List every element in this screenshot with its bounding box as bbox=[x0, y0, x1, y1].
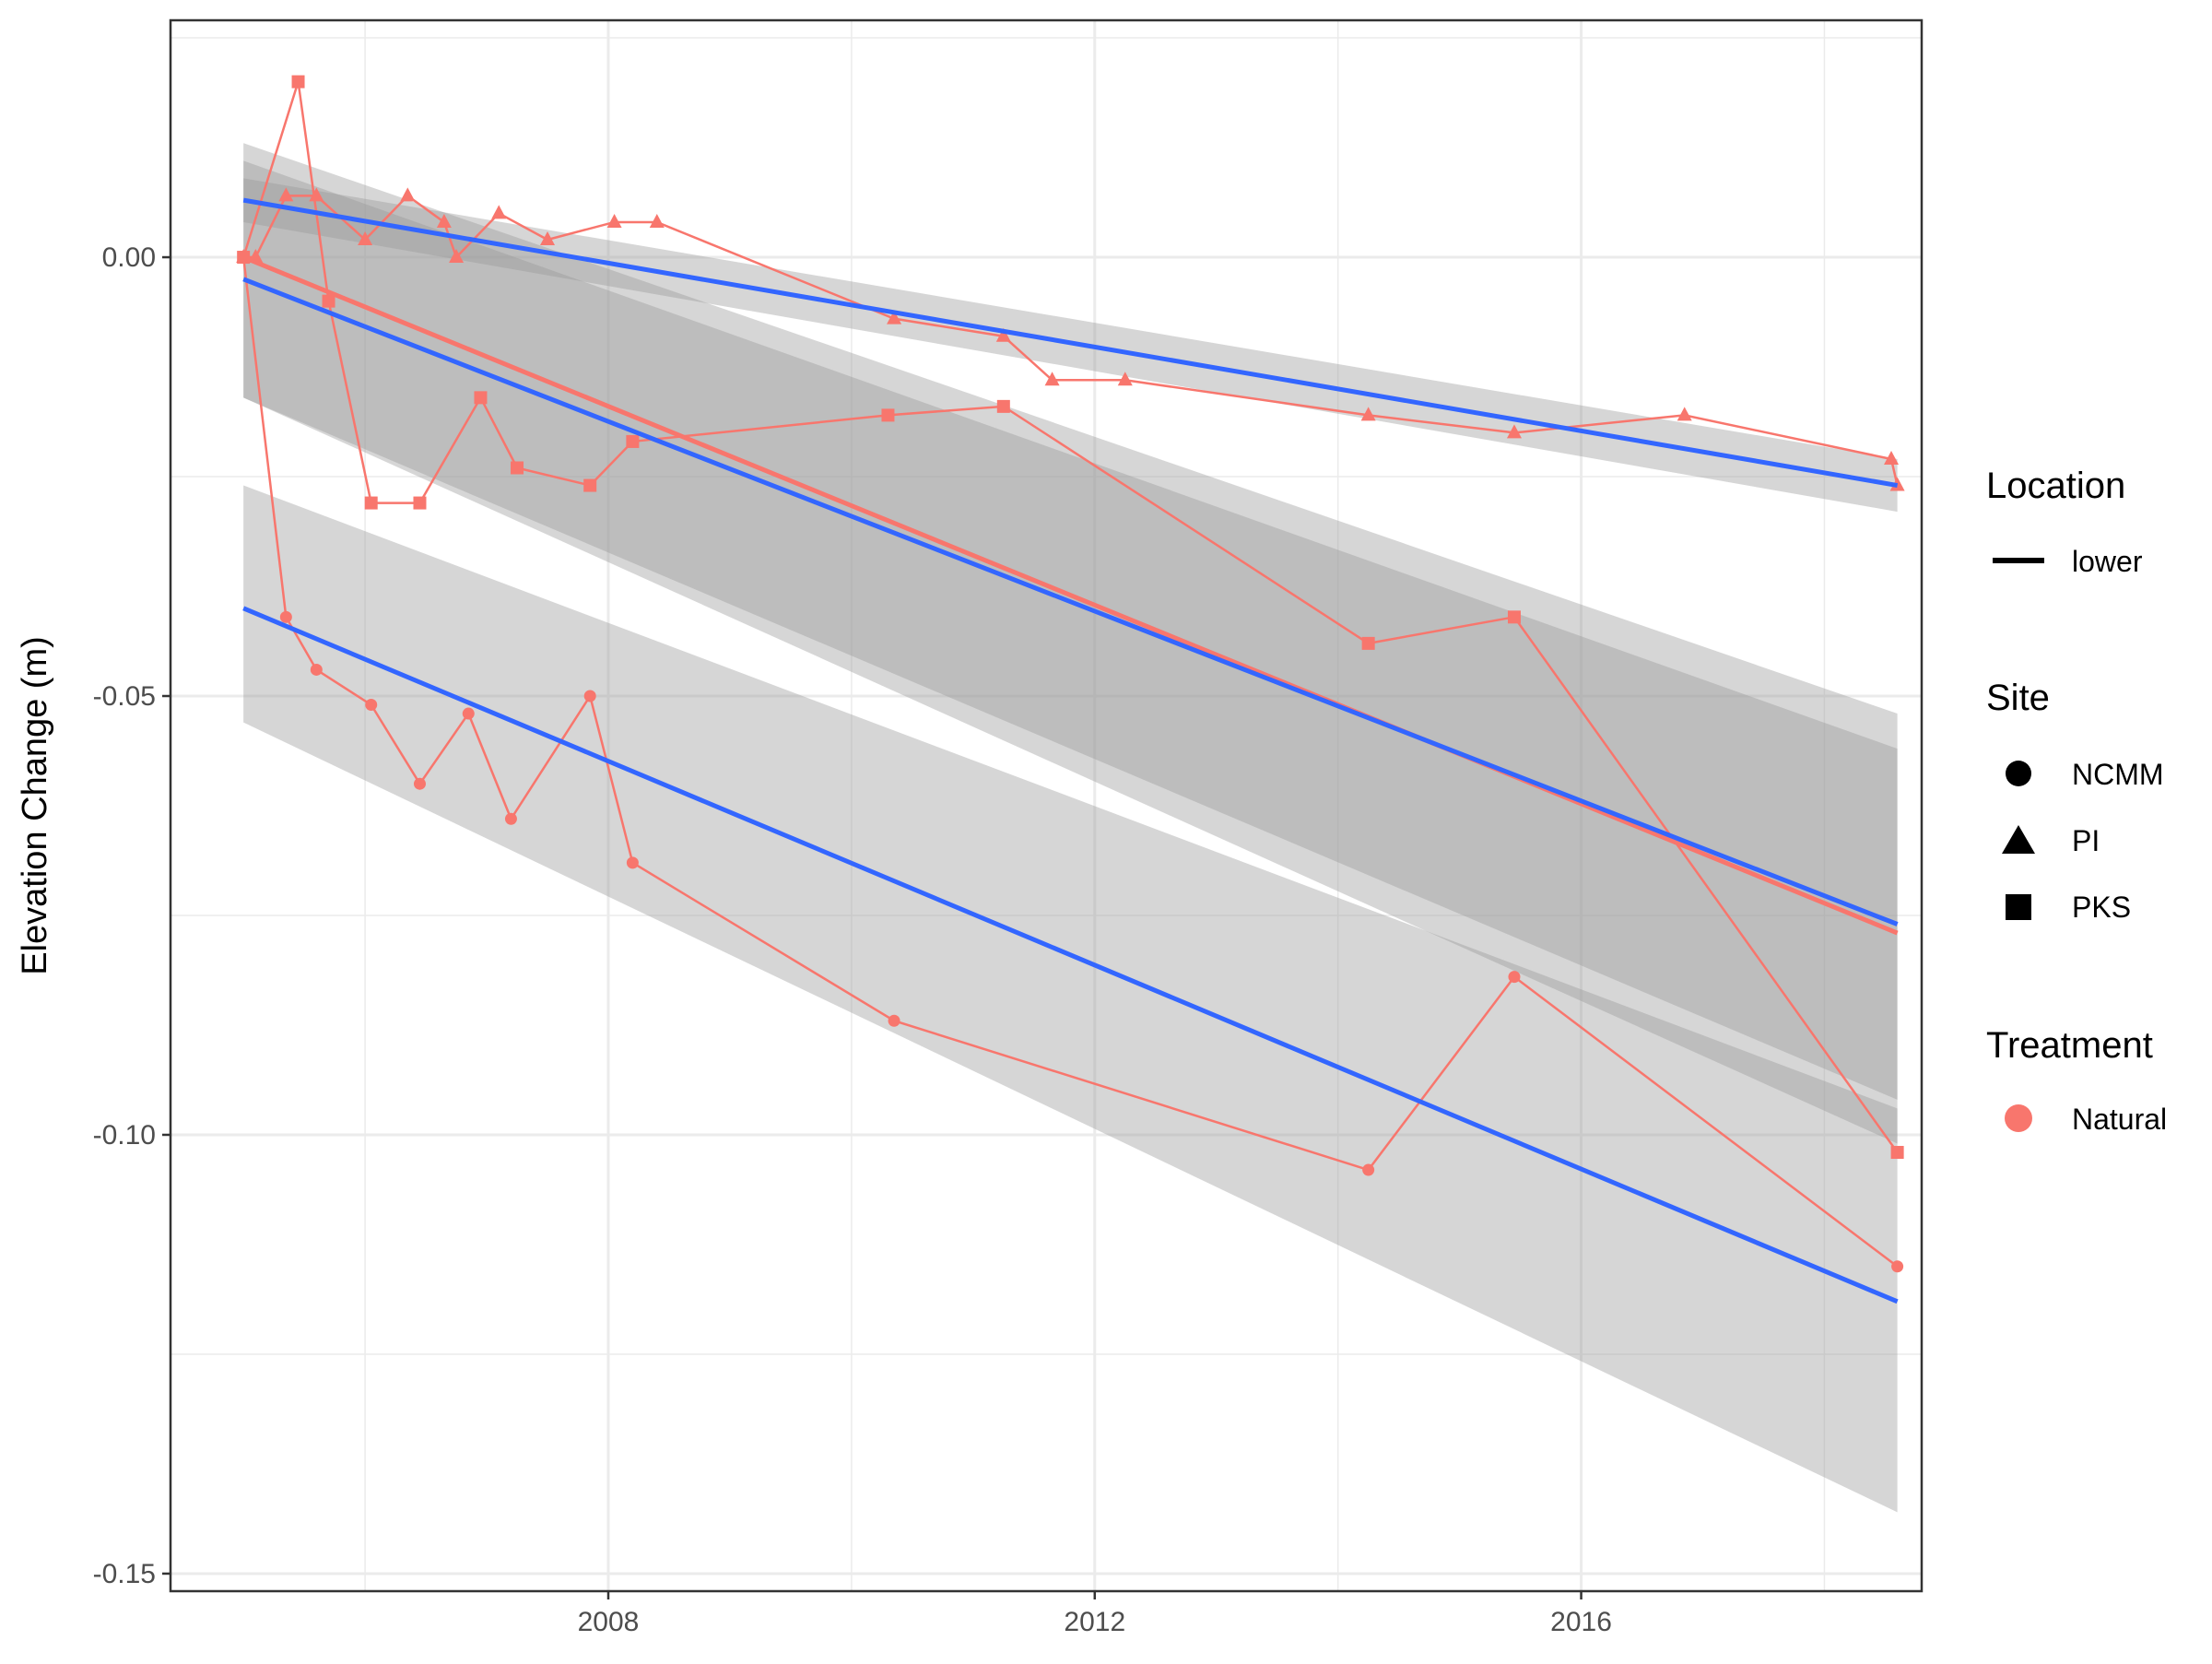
data-point-ncmm bbox=[584, 690, 596, 702]
legend-title-site: Site bbox=[1986, 678, 2050, 718]
y-tick-label: -0.10 bbox=[93, 1120, 156, 1151]
data-point-pks bbox=[626, 435, 639, 448]
legend-label-pi: PI bbox=[2072, 824, 2100, 857]
data-point-pks bbox=[997, 400, 1010, 413]
data-point-pks bbox=[1362, 637, 1375, 650]
data-point-ncmm bbox=[365, 699, 377, 711]
data-point-ncmm bbox=[414, 778, 426, 790]
data-point-pks bbox=[413, 497, 426, 510]
legend-key-ncmm-circle bbox=[2006, 761, 2031, 786]
y-tick-label: 0.00 bbox=[102, 242, 156, 273]
legend-label-pks: PKS bbox=[2072, 891, 2131, 924]
data-point-ncmm bbox=[1891, 1260, 1903, 1272]
x-tick-label: 2008 bbox=[578, 1607, 640, 1637]
y-tick-label: -0.05 bbox=[93, 681, 156, 712]
legend-title-location: Location bbox=[1986, 466, 2125, 506]
legend-label-lower: lower bbox=[2072, 545, 2143, 578]
data-point-ncmm bbox=[311, 664, 323, 676]
data-point-pks bbox=[583, 479, 596, 492]
data-point-ncmm bbox=[280, 611, 292, 623]
data-point-pks bbox=[511, 461, 524, 474]
data-point-pks bbox=[474, 391, 487, 404]
data-point-ncmm bbox=[463, 708, 475, 720]
x-tick-label: 2012 bbox=[1064, 1607, 1125, 1637]
data-point-pks bbox=[1891, 1146, 1904, 1159]
legend-label-ncmm: NCMM bbox=[2072, 758, 2164, 791]
data-point-pks bbox=[881, 408, 894, 421]
data-point-ncmm bbox=[505, 813, 517, 825]
data-point-ncmm bbox=[1362, 1164, 1374, 1176]
y-axis-title: Elevation Change (m) bbox=[16, 636, 54, 975]
data-point-pks bbox=[292, 76, 305, 89]
data-point-pks bbox=[1508, 610, 1521, 623]
data-point-pks bbox=[365, 497, 378, 510]
legend-title-treatment: Treatment bbox=[1986, 1025, 2153, 1066]
data-point-ncmm bbox=[888, 1015, 900, 1027]
data-point-pks bbox=[323, 295, 335, 308]
data-point-ncmm bbox=[1508, 971, 1520, 983]
y-tick-label: -0.15 bbox=[93, 1559, 156, 1589]
legend-key-pks-square bbox=[2006, 894, 2031, 920]
x-tick-label: 2016 bbox=[1550, 1607, 1612, 1637]
legend-label-natural: Natural bbox=[2072, 1103, 2167, 1136]
legend-key-natural-circle bbox=[2005, 1104, 2032, 1132]
data-point-ncmm bbox=[627, 856, 639, 868]
